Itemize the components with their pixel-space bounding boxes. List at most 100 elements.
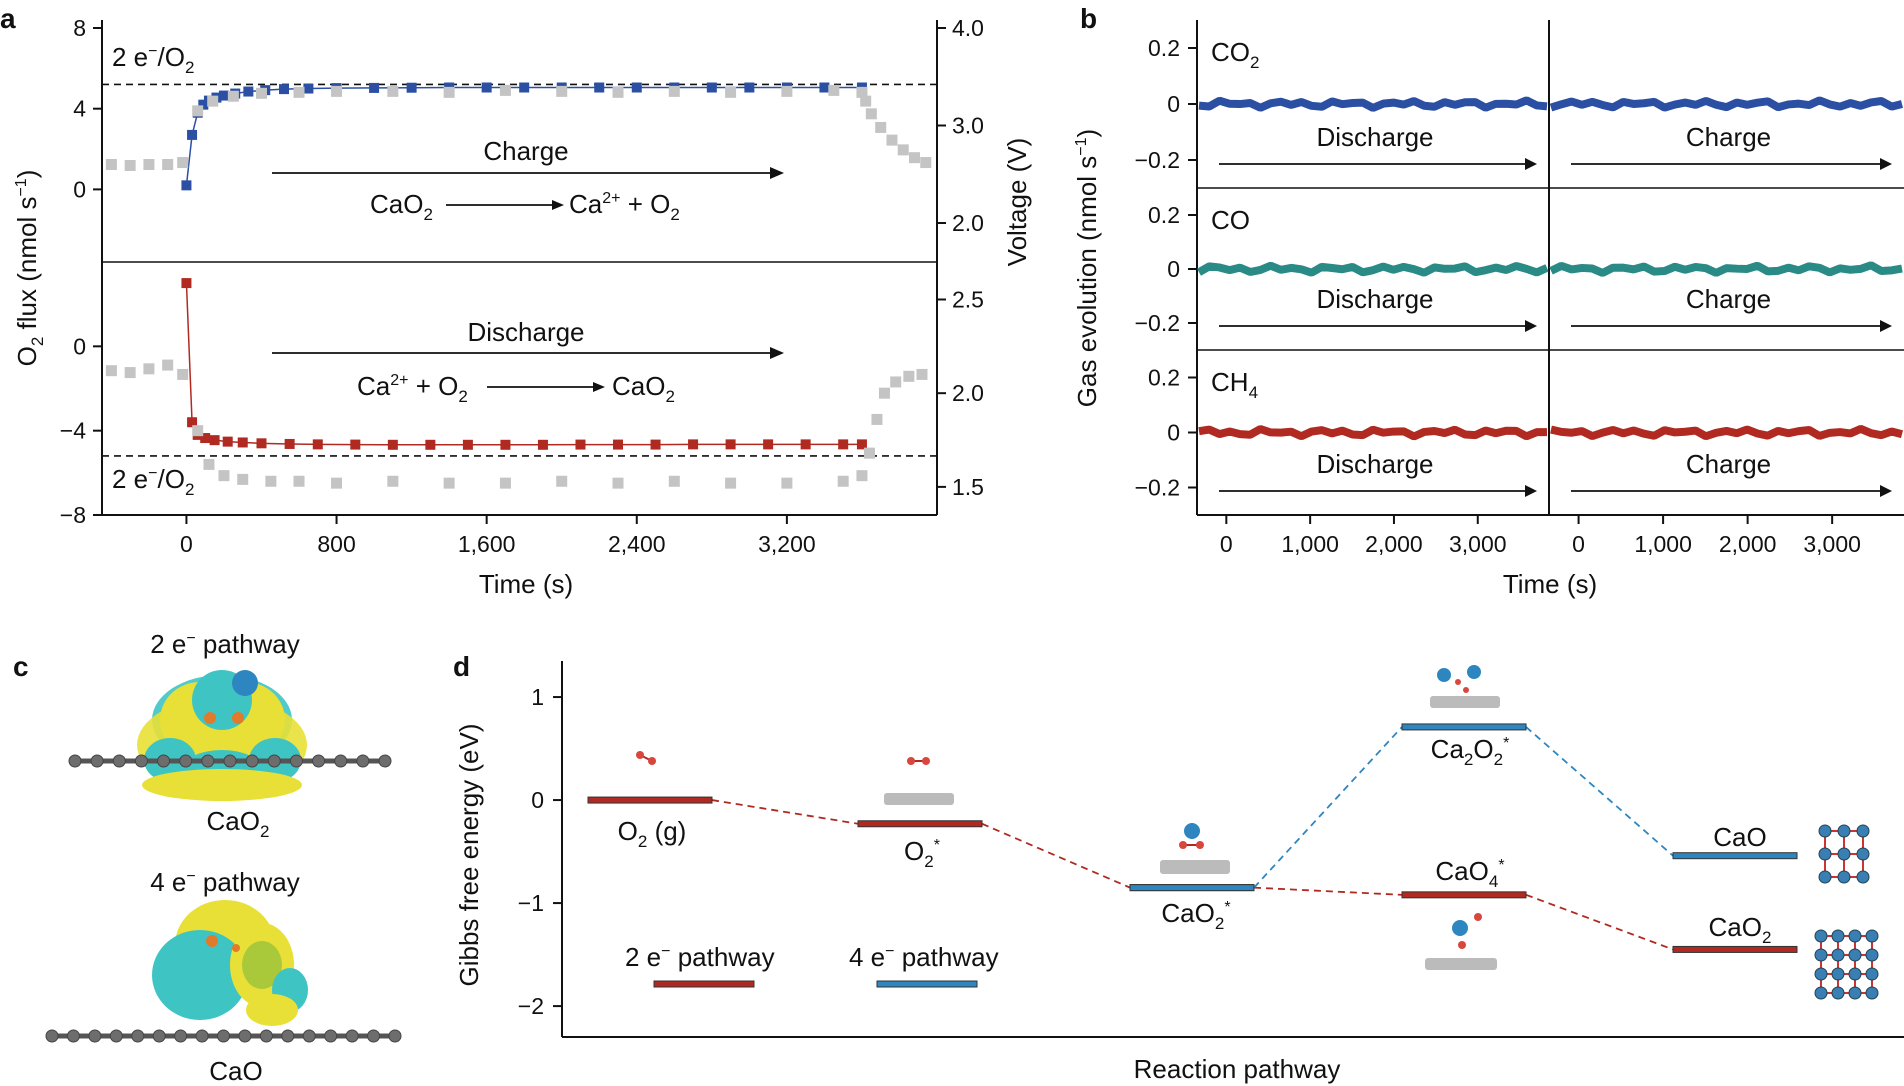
panel-b-ytick-label: 0: [1167, 256, 1180, 282]
carbon-atom: [68, 754, 82, 768]
panel-a-data-point: [781, 477, 793, 489]
panel-d-connector: [1525, 726, 1674, 857]
carbon-atom: [201, 754, 215, 768]
panel-a-data-point: [207, 95, 219, 107]
panel-c: 2 e− pathway CaO2 4 e− pathway: [45, 629, 402, 1086]
panel-a-data-point: [143, 363, 155, 375]
panel-a-data-point: [331, 85, 343, 97]
panel-a-data-point: [181, 278, 192, 289]
panel-a-data-point: [871, 413, 883, 425]
crystal-atom: [1814, 986, 1828, 1000]
carbon-atom: [312, 754, 326, 768]
panel-a-data-point: [265, 475, 277, 487]
panel-a-xtick-label: 800: [317, 531, 355, 557]
panel-b-arrow-head: [1525, 320, 1537, 332]
panel-a-xtick-label: 2,400: [608, 531, 666, 557]
panel-d-connector: [1253, 726, 1403, 889]
panel-a-y2tick-label: 4.0: [952, 15, 984, 41]
crystal-atom: [1865, 948, 1879, 962]
panel-a-charge-reaction-right: Ca2+ + O2: [569, 189, 680, 224]
panel-b-xtick-label: 2,000: [1365, 531, 1423, 557]
legend-2e-label: 2 e− pathway: [625, 942, 775, 972]
panel-a-discharge-arrow: [272, 347, 784, 359]
carbon-atom: [281, 1029, 295, 1043]
carbon-atom: [334, 754, 348, 768]
panel-a-ytick-label: −8: [60, 502, 86, 528]
panel-a-charge-reaction-left: CaO2: [370, 189, 433, 224]
panel-a-data-point: [856, 470, 868, 482]
o2-adsorbed-structure-image: [884, 757, 954, 805]
cao-crystal-image: [1818, 824, 1870, 884]
panel-a-ytick-label: 8: [73, 15, 86, 41]
panel-a-data-point: [481, 82, 492, 93]
panel-a-data-point: [198, 99, 209, 110]
panel-a-data-point: [105, 365, 117, 377]
panel-b-xtick-label: 2,000: [1719, 531, 1777, 557]
panel-a-xtick-label: 0: [180, 531, 193, 557]
panel-b-series-line: [1549, 261, 1903, 277]
panel-a-data-point: [243, 86, 254, 97]
carbon-atom: [45, 1029, 59, 1043]
panel-a-y2tick-label: 1.5: [952, 474, 984, 500]
panel-a-data-point: [200, 433, 211, 444]
panel-a-data-point: [162, 159, 174, 170]
panel-b-arrow-head: [1525, 158, 1537, 170]
state-label-cao2-ads: CaO2*: [1161, 898, 1230, 933]
panel-a-data-point: [143, 159, 155, 170]
panel-a-charge-label: Charge: [483, 136, 568, 166]
carbon-atom: [157, 754, 171, 768]
carbon-atom: [88, 1029, 102, 1043]
panel-a-data-point: [875, 121, 887, 133]
carbon-atom: [245, 754, 259, 768]
caO2-charge-density-image: [137, 670, 307, 801]
panel-a-data-point: [177, 157, 189, 169]
panel-a-data-point: [800, 439, 811, 450]
panel-a-data-point: [556, 475, 568, 487]
panel-b-arrow-head: [1880, 158, 1892, 170]
carbon-atom: [388, 1029, 402, 1043]
cao2-crystal-image: [1814, 929, 1879, 1000]
panel-a-data-point: [369, 82, 380, 93]
carbon-atom: [378, 754, 392, 768]
panel-a-data-point: [406, 82, 417, 93]
panel-a-data-point: [293, 86, 305, 98]
panel-a-xtick-label: 3,200: [758, 531, 816, 557]
panel-d-ytick-label: −1: [518, 890, 544, 916]
crystal-atom: [1865, 986, 1879, 1000]
carbon-atom: [195, 1029, 209, 1043]
panel-a-data-point: [744, 82, 755, 93]
panel-a-data-point: [668, 85, 680, 97]
panel-b-gas-label: CH4: [1211, 367, 1258, 402]
crystal-atom: [1837, 870, 1851, 884]
panel-b-xtick-label: 0: [1572, 531, 1585, 557]
panel-a-data-point: [218, 90, 229, 101]
panel-b-ytick-label: −0.2: [1135, 475, 1180, 501]
panel-a-data-point: [387, 475, 399, 487]
panel-a-data-point: [443, 477, 455, 489]
panel-a-data-point: [105, 159, 117, 170]
panel-a-data-point: [631, 82, 642, 93]
panel-b-series-line: [1550, 425, 1904, 441]
panel-b-ytick-label: 0.2: [1148, 35, 1180, 61]
panel-a-data-point: [519, 82, 530, 93]
panel-b-series-line: [1197, 262, 1549, 277]
panel-d-connector: [711, 799, 859, 825]
panel-a-ytick-label: 0: [73, 333, 86, 359]
panel-a-data-point: [284, 438, 295, 449]
panel-a-data-point: [462, 439, 473, 450]
panel-a-data-point: [177, 368, 189, 380]
panel-b-xtick-label: 3,000: [1803, 531, 1861, 557]
carbon-atom: [109, 1029, 123, 1043]
panel-a-charge-reaction-arrow: [446, 200, 564, 210]
panel-a-data-point: [878, 387, 890, 399]
carbon-atom: [152, 1029, 166, 1043]
panel-c-4e-label: CaO: [209, 1056, 262, 1086]
panel-d-xlabel: Reaction pathway: [1134, 1054, 1341, 1084]
panel-b-xtick-label: 1,000: [1281, 531, 1339, 557]
panel-a-data-point: [425, 439, 436, 450]
carbon-atom: [238, 1029, 252, 1043]
panel-a-data-point: [856, 439, 867, 450]
panel-a-discharge-reaction-right: CaO2: [612, 371, 675, 406]
panel-a-data-point: [187, 417, 198, 428]
panel-a-bottom-ref-label: 2 e−/O2: [112, 464, 194, 499]
